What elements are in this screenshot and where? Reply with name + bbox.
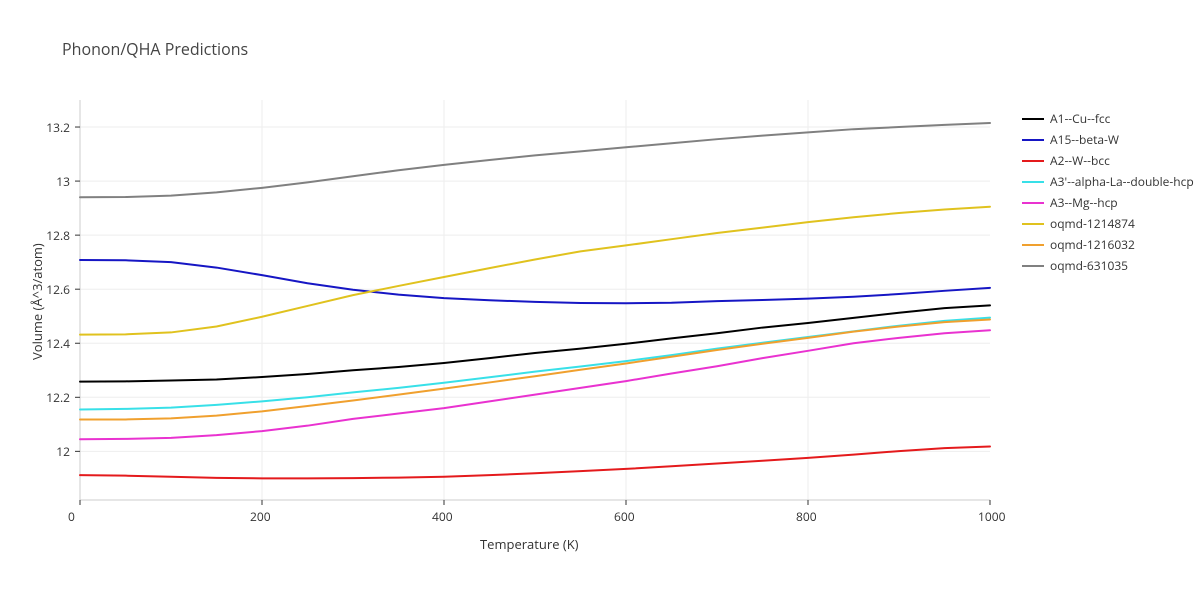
legend-swatch	[1022, 118, 1044, 120]
series-line	[80, 123, 990, 197]
x-tick-label: 400	[432, 508, 453, 525]
x-tick-label: 1000	[978, 508, 1005, 525]
legend-label: A1--Cu--fcc	[1050, 110, 1110, 127]
legend-item[interactable]: A3'--alpha-La--double-hcp	[1022, 173, 1194, 190]
legend-item[interactable]: A15--beta-W	[1022, 131, 1194, 148]
legend-swatch	[1022, 223, 1044, 225]
plot-area	[0, 0, 1200, 600]
series-line	[80, 260, 990, 303]
legend-item[interactable]: oqmd-1216032	[1022, 236, 1194, 253]
legend-swatch	[1022, 181, 1044, 183]
y-tick-label: 12.2	[46, 389, 70, 406]
y-tick-label: 12.8	[46, 227, 70, 244]
x-tick-label: 600	[614, 508, 635, 525]
y-tick-label: 13	[56, 173, 70, 190]
x-tick-label: 200	[250, 508, 271, 525]
x-tick-label: 800	[796, 508, 817, 525]
legend-swatch	[1022, 265, 1044, 267]
y-tick-label: 13.2	[46, 119, 70, 136]
legend-label: oqmd-1216032	[1050, 236, 1135, 253]
legend-item[interactable]: A2--W--bcc	[1022, 152, 1194, 169]
y-tick-label: 12.6	[46, 281, 70, 298]
legend-item[interactable]: A1--Cu--fcc	[1022, 110, 1194, 127]
x-tick-label: 0	[68, 508, 75, 525]
legend-swatch	[1022, 139, 1044, 141]
legend-label: A3--Mg--hcp	[1050, 194, 1118, 211]
legend-label: A15--beta-W	[1050, 131, 1119, 148]
legend-label: oqmd-1214874	[1050, 215, 1135, 232]
y-tick-label: 12	[56, 443, 70, 460]
chart-container: Phonon/QHA Predictions Temperature (K) V…	[0, 0, 1200, 600]
legend-item[interactable]: oqmd-631035	[1022, 257, 1194, 274]
x-axis-label: Temperature (K)	[480, 535, 579, 553]
legend-swatch	[1022, 244, 1044, 246]
series-line	[80, 330, 990, 439]
legend-item[interactable]: oqmd-1214874	[1022, 215, 1194, 232]
legend-item[interactable]: A3--Mg--hcp	[1022, 194, 1194, 211]
y-axis-label: Volume (Å^3/atom)	[28, 243, 46, 360]
legend-swatch	[1022, 202, 1044, 204]
legend-swatch	[1022, 160, 1044, 162]
legend-label: oqmd-631035	[1050, 257, 1128, 274]
y-tick-label: 12.4	[46, 335, 70, 352]
legend-label: A2--W--bcc	[1050, 152, 1110, 169]
legend: A1--Cu--fcc A15--beta-W A2--W--bcc A3'--alp…	[1022, 110, 1194, 278]
series-line	[80, 207, 990, 335]
legend-label: A3'--alpha-La--double-hcp	[1050, 173, 1194, 190]
